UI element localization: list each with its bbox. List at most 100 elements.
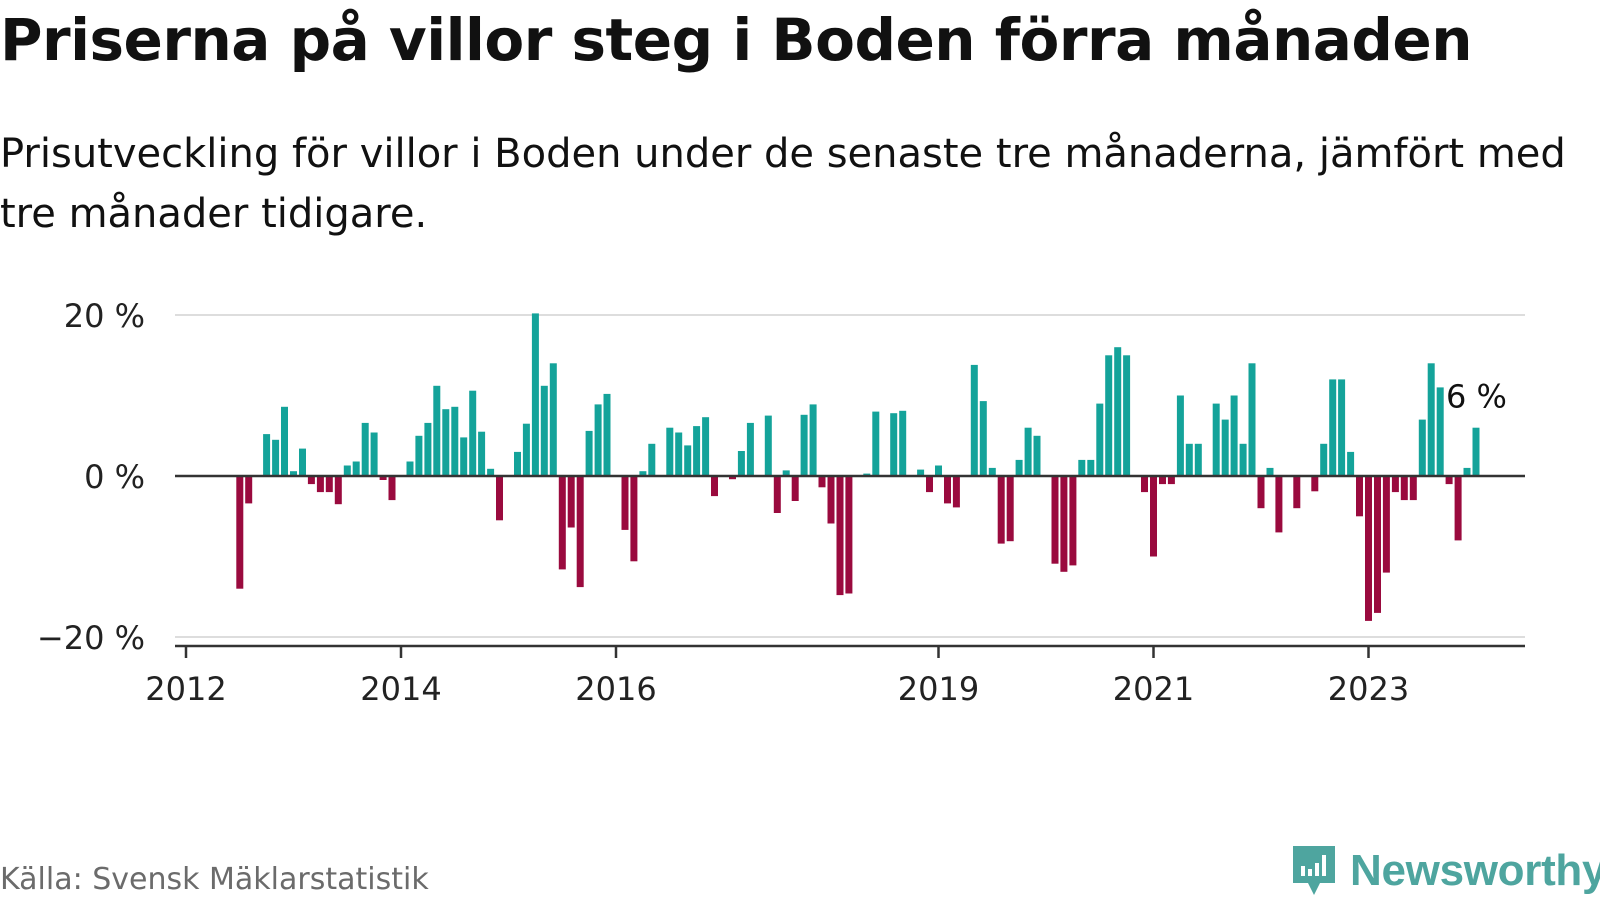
bar [1167,476,1175,485]
bar [1356,476,1363,517]
bar [693,426,701,476]
bar [1445,476,1453,485]
bar [1365,476,1372,621]
bar [1069,476,1077,566]
bar [594,404,602,476]
bar [630,476,638,562]
bar [379,476,387,480]
bar [827,476,835,524]
bar [469,390,477,476]
bar [836,476,844,596]
bar [316,476,324,493]
bar [1114,347,1122,476]
bar [711,476,718,497]
chart-subtitle: Prisutveckling för villor i Boden under … [0,131,1566,237]
y-tick-label: −20 % [37,619,145,657]
bar [272,439,280,476]
bar [648,443,656,476]
y-tick-label: 0 % [84,458,145,496]
chart-title: Priserna på villor steg i Boden förra må… [0,6,1473,74]
bar [1418,419,1426,476]
bar [818,476,826,488]
bar [1436,387,1444,476]
bar [1347,451,1355,476]
bar [773,476,781,513]
bar [702,417,710,476]
bar [1194,443,1202,476]
bar [1212,403,1220,476]
bar [1141,476,1148,493]
bar [979,401,987,476]
bar [988,467,996,476]
x-tick-label: 2016 [575,670,656,708]
bar [1463,467,1471,476]
bar [791,476,799,501]
bar [1185,443,1193,476]
bar [890,413,898,476]
bar [540,385,548,476]
bar [917,469,925,476]
bar [1338,379,1346,476]
bar [1078,459,1086,476]
bar [245,476,253,504]
bar [1293,476,1301,509]
bar [1266,467,1274,476]
bar [406,461,414,476]
bar [621,476,629,530]
bar [675,432,683,476]
bar [1454,476,1462,541]
bar [585,430,593,476]
bar [729,476,736,480]
bar [549,363,557,476]
bar [944,476,951,504]
bar [1320,443,1328,476]
bar [926,476,933,493]
x-tick-label: 2014 [360,670,441,708]
bar [1391,476,1399,493]
bar [782,470,790,476]
bar [1051,476,1059,564]
bar [666,427,674,476]
x-tick-label: 2023 [1328,670,1409,708]
bar [1024,427,1032,476]
bar [809,404,817,476]
bar [388,476,396,501]
bar [487,468,495,476]
bar [1382,476,1390,573]
bar [970,364,978,476]
bar [952,476,960,508]
bar [684,445,692,476]
x-tick-label: 2012 [145,670,226,708]
bar [496,476,503,521]
bar [899,410,907,476]
bar [460,437,468,476]
newsworthy-icon [1293,846,1335,895]
bar [1400,476,1408,501]
bar [1150,476,1157,557]
bar [746,422,754,476]
bar [1006,476,1014,542]
bar [433,385,441,476]
bar [1248,363,1256,476]
bar [281,406,288,476]
bar [370,432,378,476]
x-tick-label: 2021 [1113,670,1194,708]
value-annotation: 6 % [1446,378,1507,416]
y-tick-label: 20 % [64,297,145,335]
bar [1105,355,1113,477]
bar [290,471,297,476]
bar [1257,476,1265,509]
bar [334,476,342,505]
bar [576,476,584,588]
bar [415,435,423,477]
bar [1123,355,1131,477]
bar [1221,419,1229,476]
bar [997,476,1005,544]
bar [307,476,315,485]
bar [567,476,575,528]
bar [603,393,611,476]
bar [451,406,459,476]
bar [1427,363,1435,476]
bar [764,415,772,476]
